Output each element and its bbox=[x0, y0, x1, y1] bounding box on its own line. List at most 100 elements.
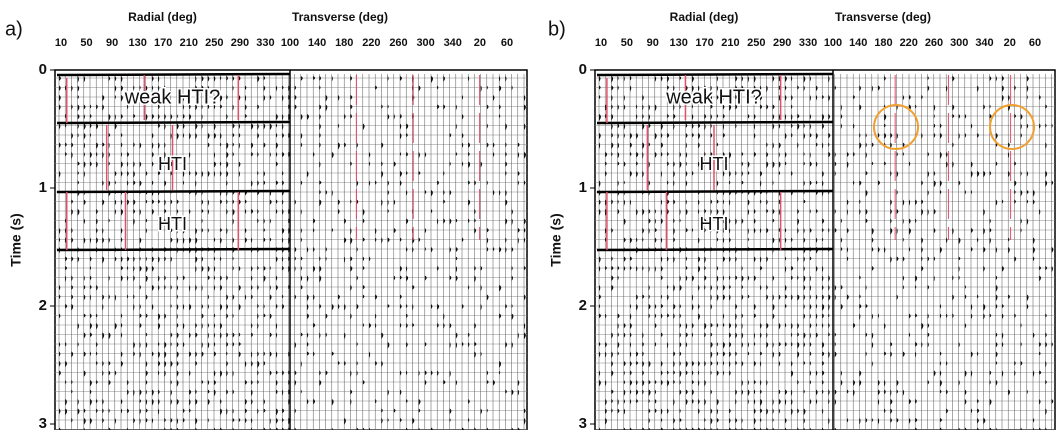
wiggle bbox=[344, 418, 346, 425]
wiggle bbox=[313, 76, 316, 81]
wiggle bbox=[754, 152, 756, 157]
wiggle bbox=[158, 370, 160, 376]
wiggle bbox=[307, 399, 309, 405]
wiggle bbox=[599, 285, 601, 292]
wiggle bbox=[145, 342, 148, 349]
wiggle bbox=[747, 399, 749, 405]
wiggle bbox=[245, 209, 247, 215]
wiggle bbox=[871, 342, 874, 349]
wiggle bbox=[958, 427, 960, 430]
wiggle bbox=[393, 199, 396, 206]
wiggle bbox=[853, 123, 855, 130]
wiggle bbox=[276, 152, 278, 158]
wiggle bbox=[642, 209, 645, 216]
wiggle bbox=[710, 408, 713, 415]
wiggle bbox=[139, 161, 142, 168]
wiggle bbox=[220, 161, 222, 167]
wiggle bbox=[226, 408, 228, 416]
wiggle bbox=[654, 313, 657, 319]
wiggle bbox=[902, 199, 905, 206]
wiggle bbox=[896, 380, 899, 387]
wiggle bbox=[853, 389, 855, 397]
wiggle bbox=[599, 294, 601, 300]
wiggle bbox=[878, 418, 880, 425]
wiggle bbox=[387, 304, 390, 309]
wiggle bbox=[251, 389, 253, 397]
wiggle bbox=[809, 323, 812, 329]
wiggle bbox=[207, 209, 210, 216]
wiggle bbox=[611, 85, 614, 91]
wiggle bbox=[325, 256, 327, 262]
wiggle bbox=[884, 408, 886, 414]
wiggle bbox=[667, 161, 669, 167]
wiggle bbox=[176, 218, 179, 223]
wiggle bbox=[214, 389, 216, 397]
wiggle bbox=[195, 85, 197, 91]
wiggle bbox=[381, 161, 383, 167]
wiggle bbox=[505, 171, 507, 176]
wiggle bbox=[71, 85, 73, 92]
wiggle bbox=[1045, 104, 1048, 109]
wiggle bbox=[152, 209, 154, 215]
wiggle bbox=[164, 275, 166, 281]
wiggle bbox=[995, 304, 998, 309]
wiggle bbox=[896, 152, 898, 157]
wiggle bbox=[822, 237, 824, 242]
wiggle bbox=[716, 266, 719, 271]
wiggle bbox=[325, 104, 328, 112]
wiggle bbox=[96, 361, 98, 366]
wiggle bbox=[226, 342, 229, 347]
wiggle bbox=[114, 171, 117, 177]
wiggle bbox=[859, 313, 861, 321]
wiggle bbox=[102, 104, 105, 111]
wiggle bbox=[909, 228, 911, 235]
wiggle bbox=[853, 323, 856, 329]
wiggle bbox=[809, 304, 812, 311]
wiggle bbox=[667, 76, 669, 83]
wiggle bbox=[83, 161, 86, 169]
wiggle bbox=[760, 361, 762, 368]
wiggle bbox=[486, 370, 489, 376]
wiggle bbox=[933, 180, 936, 188]
wiggle bbox=[611, 275, 614, 281]
wiggle bbox=[59, 228, 61, 235]
wiggle bbox=[449, 247, 451, 253]
wiggle bbox=[772, 114, 775, 120]
wiggle bbox=[754, 380, 756, 385]
wiggle bbox=[605, 266, 607, 271]
wiggle bbox=[170, 389, 172, 396]
wiggle bbox=[176, 332, 179, 339]
wiggle bbox=[176, 237, 179, 245]
wiggle bbox=[319, 114, 321, 120]
wiggle bbox=[772, 294, 774, 302]
wiggle bbox=[673, 199, 676, 205]
wiggle bbox=[915, 351, 917, 358]
wiggle bbox=[226, 95, 228, 100]
wiggle bbox=[505, 389, 507, 394]
wiggle bbox=[760, 323, 762, 329]
wiggle bbox=[710, 361, 713, 367]
wiggle bbox=[127, 104, 129, 110]
wiggle bbox=[661, 408, 663, 415]
wiggle bbox=[902, 218, 904, 225]
wiggle bbox=[406, 313, 408, 319]
wiggle bbox=[847, 418, 849, 423]
wiggle bbox=[766, 380, 768, 386]
wiggle bbox=[729, 171, 731, 178]
wiggle bbox=[884, 76, 886, 82]
wiggle bbox=[630, 313, 632, 321]
wiggle bbox=[1045, 142, 1047, 149]
wiggle bbox=[623, 323, 626, 329]
wiggle bbox=[474, 180, 477, 186]
wiggle bbox=[59, 294, 61, 300]
wiggle bbox=[679, 408, 681, 414]
wiggle bbox=[176, 370, 179, 377]
wiggle bbox=[158, 323, 161, 330]
wiggle bbox=[654, 209, 657, 214]
wiggle bbox=[505, 247, 507, 254]
wiggle bbox=[766, 323, 769, 329]
wiggle bbox=[83, 199, 86, 206]
wiggle bbox=[474, 427, 476, 430]
wiggle bbox=[226, 76, 229, 81]
wiggle bbox=[698, 427, 701, 430]
